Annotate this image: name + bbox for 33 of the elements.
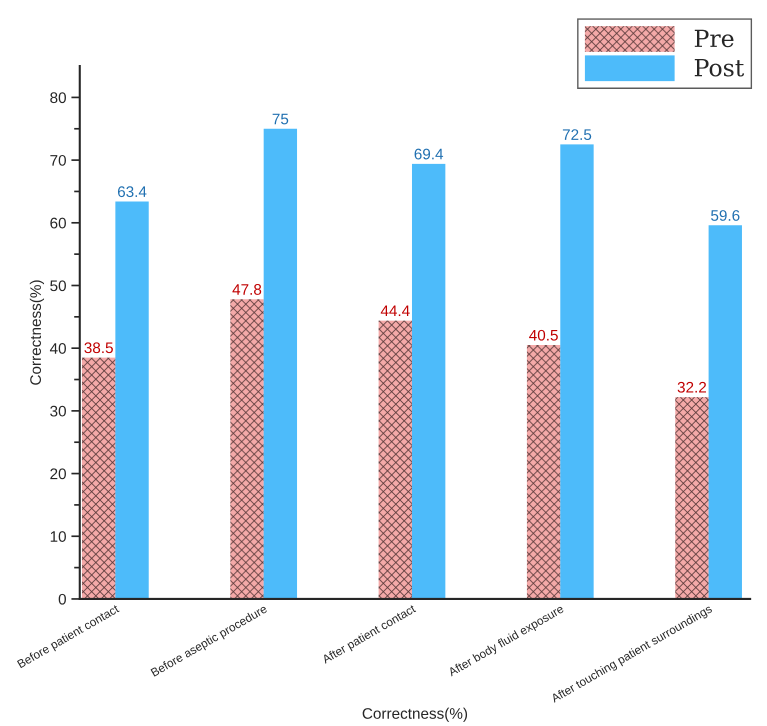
legend-label: Pre: [694, 30, 734, 48]
x-axis-title: Correctness(%): [362, 708, 468, 722]
data-label: 75: [272, 114, 288, 124]
legend-label: Post: [694, 58, 744, 77]
data-label: 32.2: [678, 382, 706, 393]
bar: [560, 144, 594, 599]
data-label: 44.4: [380, 306, 410, 316]
y-axis-title: Correctness(%): [30, 280, 44, 385]
data-label: 69.4: [414, 148, 444, 160]
bar: [675, 397, 709, 599]
data-label: 40.5: [529, 330, 558, 341]
data-label: 47.8: [232, 284, 262, 295]
y-tick-label: 40: [50, 343, 66, 354]
bar: [526, 345, 560, 599]
y-tick-label: 0: [58, 594, 66, 605]
y-tick-label: 50: [50, 280, 66, 292]
bar: [264, 128, 298, 599]
bar: [708, 225, 742, 599]
data-label: 59.6: [711, 210, 740, 221]
y-tick-label: 60: [50, 218, 66, 228]
y-tick-label: 10: [50, 531, 66, 542]
bar: [115, 201, 149, 599]
bar: [230, 299, 264, 599]
bar: [378, 320, 412, 599]
bar: [82, 358, 116, 599]
y-tick-label: 80: [50, 92, 66, 104]
bar: [412, 164, 446, 599]
data-label: 72.5: [562, 129, 592, 140]
data-label: 38.5: [84, 342, 113, 354]
y-tick-label: 30: [50, 406, 66, 417]
data-label: 63.4: [118, 186, 146, 198]
y-tick-label: 70: [50, 154, 66, 166]
y-tick-label: 20: [50, 468, 66, 480]
